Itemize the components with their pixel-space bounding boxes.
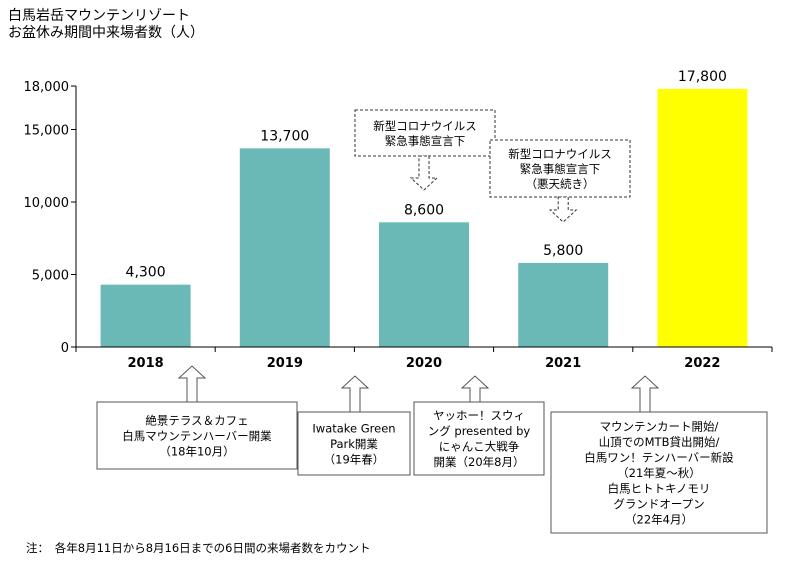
chart-title: 白馬岩岳マウンテンリゾート お盆休み期間中来場者数（人） [8, 8, 204, 42]
annotation-text: 緊急事態宣言下 [520, 162, 601, 176]
up-arrow [177, 365, 207, 403]
data-label: 13,700 [260, 128, 309, 144]
annotation-text: 新型コロナウイルス [508, 147, 612, 161]
annotation-text: 白馬マウンテンハーバー開業 [122, 429, 272, 443]
y-tick-label: 5,000 [32, 269, 69, 284]
data-label: 4,300 [126, 265, 166, 281]
x-tick-label: 2022 [684, 356, 720, 371]
footnote: 注： 各年8月11日から8月16日までの6日間の来場者数をカウント [26, 541, 371, 555]
chart-title-line-1: 白馬岩岳マウンテンリゾート [8, 8, 190, 24]
bottom-annotation: マウンテンカート開始/山頂でのMTB貸出開始/白馬ワン！テンハーバー新設 （21年… [550, 375, 768, 534]
annotation-text: 絶景テラス＆カフェ [145, 413, 248, 427]
annotation-box [550, 411, 768, 534]
annotation-text: （18年10月） [159, 444, 234, 458]
annotation-box [96, 401, 298, 470]
x-tick-label: 2019 [267, 356, 303, 371]
annotation-box [413, 401, 545, 476]
annotation-text: 白馬ワン！テンハーバー新設 [584, 450, 734, 464]
x-tick-label: 2020 [406, 356, 442, 371]
y-axis: 0 5,000 10,000 15,000 18,000 [24, 80, 77, 356]
bar [518, 262, 609, 347]
annotation-text: 開業（20年8月） [434, 455, 525, 469]
y-tick-label: 18,000 [24, 80, 70, 95]
annotation-box [354, 109, 496, 157]
data-label: 17,800 [678, 69, 727, 85]
bars [100, 88, 748, 348]
y-tick-label: 10,000 [24, 196, 70, 211]
annotation-box [489, 139, 631, 198]
chart-title-line-2: お盆休み期間中来場者数（人） [8, 25, 204, 41]
up-arrow [340, 375, 370, 413]
annotation-text: Park開業 [330, 437, 378, 451]
bar [239, 148, 330, 347]
x-axis: 2018 2019 2020 2021 2022 [75, 346, 773, 371]
bar [657, 88, 748, 348]
up-arrow [630, 375, 660, 413]
annotation-text: Iwatake Green [312, 421, 395, 435]
annotation-text: 山頂でのMTB貸出開始/ [599, 435, 720, 449]
down-arrow [548, 196, 578, 223]
value-labels: 4,300 13,700 8,600 5,800 17,800 [126, 69, 727, 281]
bar [100, 284, 191, 347]
x-tick-label: 2018 [128, 356, 164, 371]
annotation-text: マウンテンカート開始/ [600, 419, 719, 433]
data-label: 8,600 [404, 202, 444, 218]
annotation-text: ング presented by [428, 424, 531, 438]
annotation-text: 新型コロナウイルス [373, 119, 477, 133]
y-tick-label: 15,000 [24, 124, 70, 139]
bottom-annotation: Iwatake Green Park開業（19年春） [297, 375, 411, 476]
annotation-text: （悪天続き） [526, 177, 595, 191]
data-label: 5,800 [543, 243, 583, 259]
annotation-text: グランドオープン [613, 497, 704, 511]
annotation-text: ヤッホー！スウィ [433, 409, 525, 423]
annotation-box [297, 411, 411, 476]
bar [379, 222, 469, 347]
x-tick-label: 2021 [545, 356, 581, 371]
annotation-text: （21年夏～秋） [617, 466, 701, 480]
annotation-text: 白馬ヒトトキノモリ [608, 481, 711, 495]
down-arrow [409, 155, 439, 191]
annotation-text: 緊急事態宣言下 [385, 134, 466, 148]
annotation-text: （19年春） [324, 452, 385, 466]
up-arrow [460, 375, 490, 403]
annotation-text: （22年4月） [625, 512, 693, 526]
annotation-text: にゃんこ大戦争 [439, 440, 520, 454]
y-tick-label: 0 [61, 341, 69, 356]
